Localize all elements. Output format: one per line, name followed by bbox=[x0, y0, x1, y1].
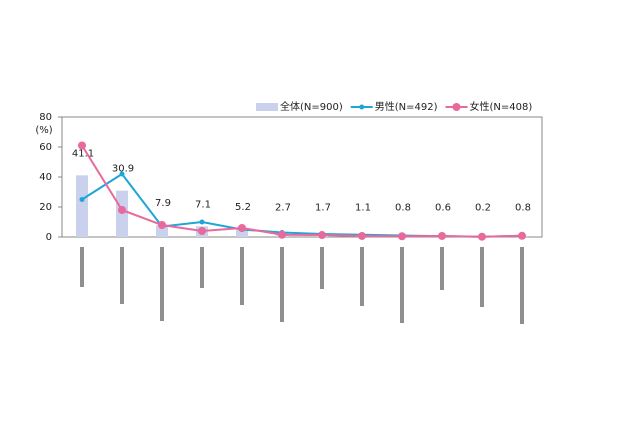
legend-label: 男性(N=492) bbox=[375, 100, 438, 113]
data-label: 0.2 bbox=[475, 203, 491, 214]
point bbox=[358, 231, 366, 240]
bar bbox=[76, 175, 88, 237]
line bbox=[81, 144, 523, 238]
point bbox=[438, 231, 446, 240]
data-label: 1.1 bbox=[355, 203, 371, 214]
data-label: 0.8 bbox=[515, 203, 531, 214]
legend-swatch bbox=[359, 104, 365, 110]
x-tick-label-glyphs bbox=[240, 247, 244, 305]
line bbox=[81, 172, 523, 238]
data-label: 1.7 bbox=[315, 203, 331, 214]
y-tick-label: 0 bbox=[46, 232, 52, 243]
data-label: 2.7 bbox=[275, 203, 291, 214]
data-label: 0.8 bbox=[395, 203, 411, 214]
point bbox=[518, 231, 526, 240]
point bbox=[278, 230, 286, 239]
data-label: 7.1 bbox=[195, 199, 211, 210]
x-tick-label-glyphs bbox=[80, 247, 84, 287]
point bbox=[119, 171, 125, 177]
x-tick-label-glyphs bbox=[160, 247, 164, 321]
data-label: 30.9 bbox=[112, 164, 134, 175]
data-label: 7.9 bbox=[155, 198, 171, 209]
point bbox=[79, 197, 85, 202]
legend-label: 全体(N=900) bbox=[280, 100, 343, 113]
y-tick-label: 80 bbox=[39, 112, 52, 123]
point bbox=[318, 231, 326, 240]
x-tick-label-glyphs bbox=[280, 247, 284, 322]
x-tick-label-glyphs bbox=[320, 247, 324, 289]
point bbox=[398, 232, 406, 241]
x-tick-label-glyphs bbox=[440, 247, 444, 290]
y-axis-label: (%) bbox=[35, 125, 52, 136]
y-tick-label: 20 bbox=[39, 202, 52, 213]
x-tick-label-glyphs bbox=[520, 247, 524, 324]
data-label: 5.2 bbox=[235, 202, 251, 213]
legend-swatch bbox=[256, 103, 278, 111]
point bbox=[78, 141, 86, 150]
point bbox=[238, 224, 246, 232]
x-tick-label-glyphs bbox=[120, 247, 124, 304]
point bbox=[199, 219, 205, 225]
legend-swatch bbox=[452, 103, 461, 111]
y-tick-label: 60 bbox=[39, 142, 52, 153]
y-tick-label: 40 bbox=[39, 172, 52, 183]
point bbox=[158, 221, 166, 229]
x-tick-label-glyphs bbox=[360, 247, 364, 306]
data-label: 0.6 bbox=[435, 203, 451, 214]
plot-frame bbox=[61, 116, 543, 238]
x-tick-label-glyphs bbox=[480, 247, 484, 307]
x-tick-label-glyphs bbox=[400, 247, 404, 323]
data-label: 41.1 bbox=[72, 148, 94, 159]
point bbox=[198, 227, 206, 235]
bar bbox=[156, 225, 168, 237]
x-tick-label-glyphs bbox=[200, 247, 204, 288]
point bbox=[478, 232, 486, 241]
legend-label: 女性(N=408) bbox=[470, 100, 533, 113]
bar bbox=[236, 229, 248, 237]
point bbox=[118, 206, 126, 214]
